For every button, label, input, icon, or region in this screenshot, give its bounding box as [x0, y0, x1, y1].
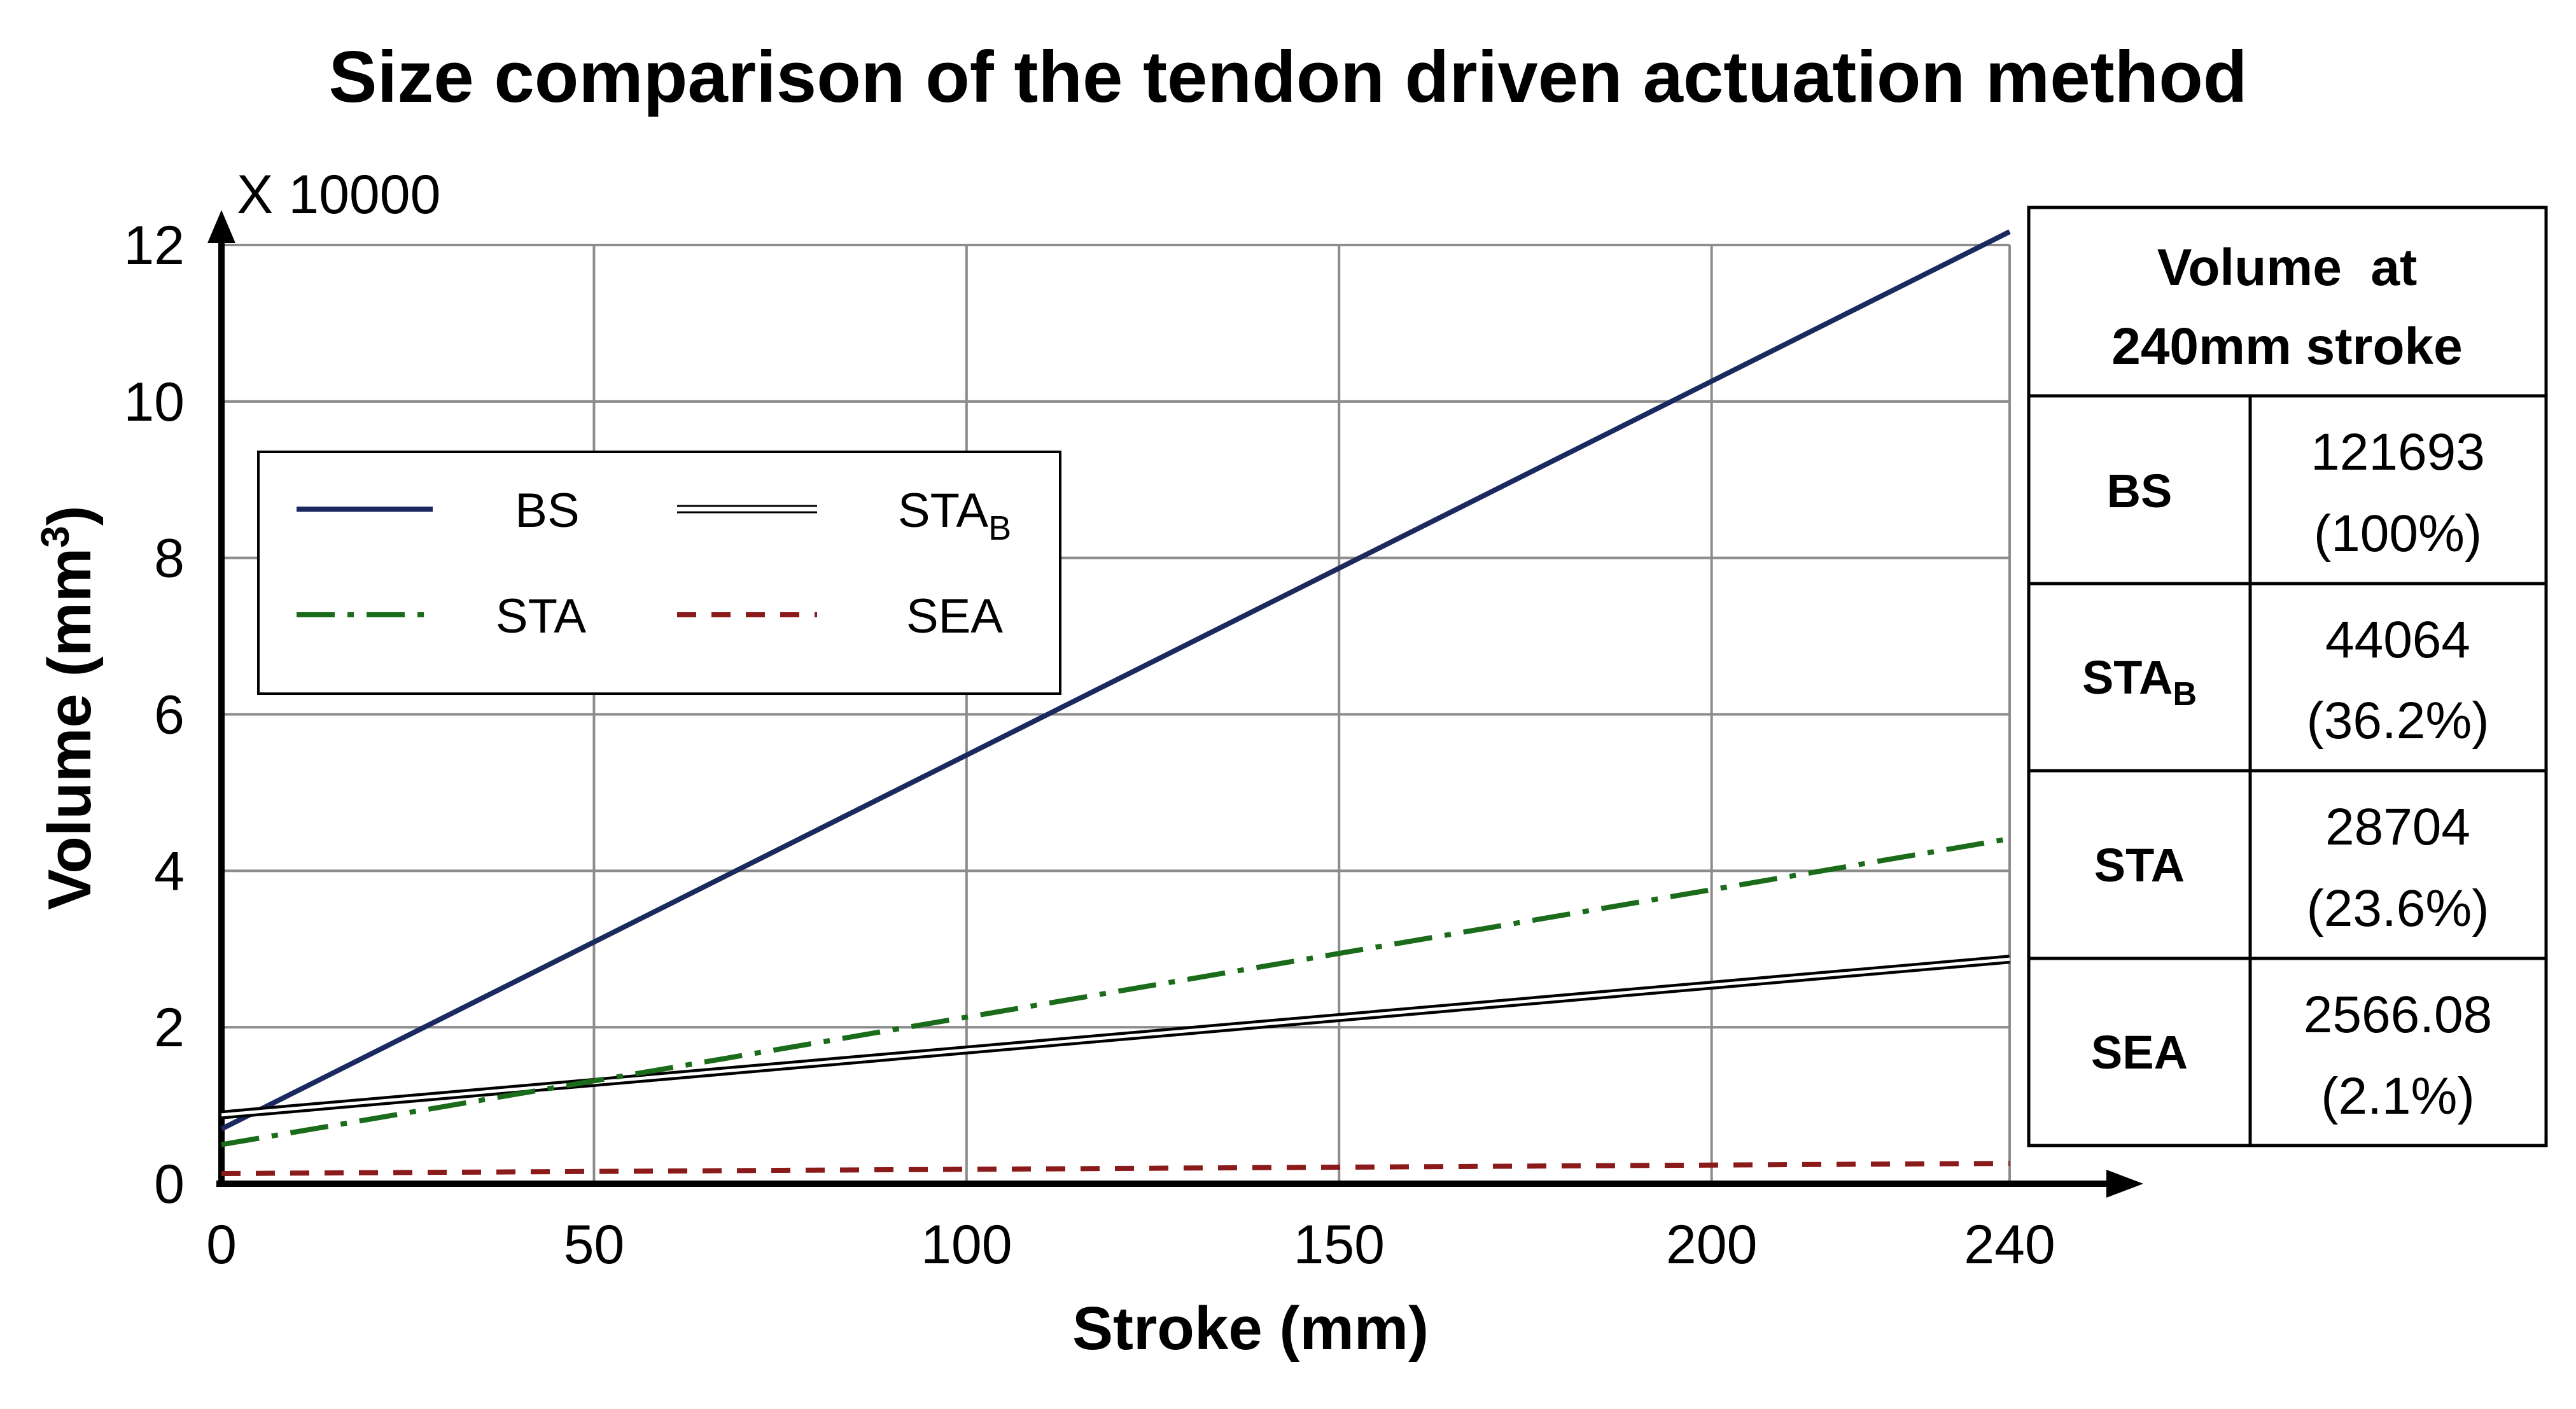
x-tick-label-0: 0: [206, 1214, 237, 1275]
x-tick-label-2: 100: [921, 1214, 1012, 1275]
grid: [221, 244, 2011, 1184]
summary-table: Volume at 240mm stroke BS 121693 (100%) …: [2027, 206, 2548, 1147]
y-tick-label-0: 0: [154, 1154, 185, 1215]
legend-label-sta: STA: [496, 589, 586, 643]
x-tick-label-3: 150: [1294, 1214, 1385, 1275]
table-row-sea-value: 2566.08: [2304, 986, 2492, 1044]
legend-label-bs: BS: [515, 484, 579, 538]
y-tick-label-4: 8: [154, 528, 185, 589]
y-tick-labels: 0 2 4 6 8 10 12: [123, 215, 185, 1215]
y-tick-label-1: 2: [154, 997, 185, 1058]
chart-title: Size comparison of the tendon driven act…: [329, 37, 2248, 118]
legend-item-stab: STAB: [677, 484, 1011, 547]
table-row-sta-name: STA: [2094, 839, 2185, 892]
y-multiplier-label: X 10000: [237, 164, 440, 225]
table-row-stab-name-main: STA: [2082, 651, 2173, 704]
legend-label-sea: SEA: [906, 589, 1003, 643]
y-axis-title: Volume (mm3): [34, 505, 104, 909]
y-tick-label-6: 12: [123, 215, 185, 276]
y-axis-arrow: [207, 210, 235, 243]
table-row-stab-name-sub: B: [2173, 676, 2197, 713]
table-row-sea-name: SEA: [2091, 1026, 2188, 1079]
table-row-bs-value: 121693: [2311, 423, 2485, 481]
table-row-bs-name: BS: [2107, 465, 2173, 517]
x-axis-title: Stroke (mm): [1072, 1294, 1429, 1363]
y-axis-title-sup: 3: [34, 526, 78, 547]
table-row-stab-name: STAB: [2082, 651, 2197, 713]
table-header-line2: 240mm stroke: [2111, 318, 2463, 375]
legend-box: [257, 451, 1061, 695]
table-header-line1: Volume at: [2157, 239, 2418, 297]
table-row-stab-value: 44064: [2325, 611, 2470, 669]
legend: BS STAB STA SEA: [257, 451, 1061, 695]
y-axis-title-main: Volume (mm: [36, 548, 104, 910]
table-row-stab-percent: (36.2%): [2306, 692, 2489, 750]
x-tick-labels: 0 50 100 150 200 240: [206, 1214, 2055, 1275]
table-row-sta-percent: (23.6%): [2306, 880, 2489, 937]
legend-item-sea: SEA: [677, 589, 1003, 643]
series-line-sta: [221, 836, 2010, 1147]
x-tick-label-5: 240: [1964, 1214, 2055, 1275]
series-lines: [220, 229, 2011, 1177]
y-tick-label-5: 10: [123, 372, 185, 433]
series-line-sea: [221, 1161, 2010, 1177]
y-tick-label-3: 6: [154, 685, 185, 746]
x-tick-label-1: 50: [564, 1214, 625, 1275]
table-border: [2027, 206, 2548, 1147]
table-row-bs-percent: (100%): [2314, 505, 2482, 563]
legend-label-stab-main: STA: [898, 484, 988, 538]
y-axis-title-close: ): [36, 505, 104, 526]
table-row-sea-percent: (2.1%): [2321, 1067, 2475, 1125]
x-tick-label-4: 200: [1666, 1214, 1758, 1275]
table-row-sta-value: 28704: [2325, 798, 2470, 856]
x-axis-arrow: [2106, 1170, 2143, 1198]
legend-label-stab-sub: B: [988, 509, 1011, 547]
series-line-stab-inner: [221, 957, 2010, 1117]
series-line-bs: [220, 229, 2011, 1132]
legend-label-stab: STAB: [898, 484, 1011, 547]
legend-item-sta: STA: [297, 589, 586, 643]
legend-item-bs: BS: [297, 484, 580, 538]
y-tick-label-2: 4: [154, 841, 185, 902]
